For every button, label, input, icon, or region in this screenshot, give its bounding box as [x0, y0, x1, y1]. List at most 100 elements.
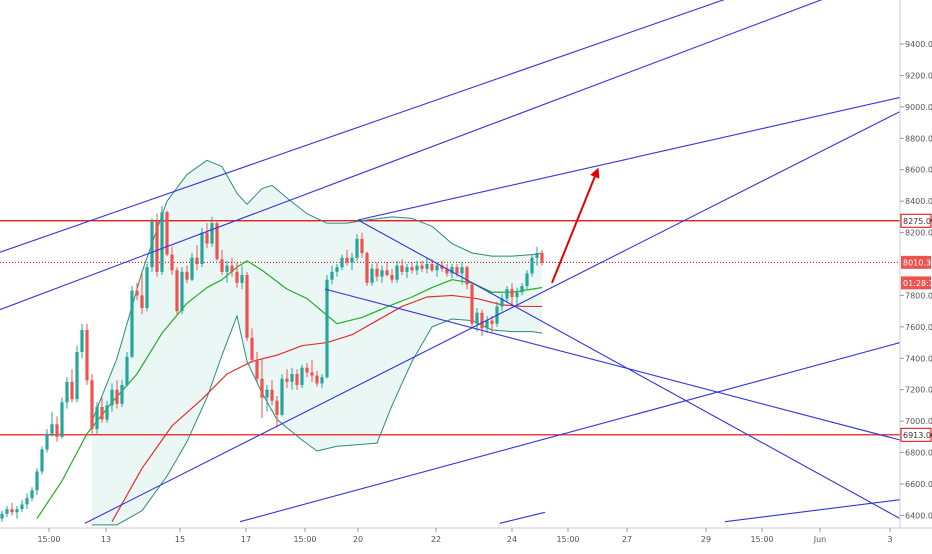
- candle[interactable]: [10, 502, 14, 516]
- candle[interactable]: [80, 323, 84, 359]
- candle[interactable]: [155, 213, 159, 277]
- candle[interactable]: [245, 271, 249, 341]
- candle[interactable]: [270, 380, 274, 406]
- candle[interactable]: [210, 216, 214, 247]
- candle[interactable]: [520, 282, 524, 296]
- candle[interactable]: [465, 265, 469, 290]
- candle[interactable]: [15, 506, 19, 519]
- candle[interactable]: [190, 253, 194, 282]
- trendline[interactable]: [324, 288, 901, 441]
- candle[interactable]: [420, 260, 424, 272]
- candle[interactable]: [400, 259, 404, 275]
- candle[interactable]: [170, 246, 174, 275]
- candle[interactable]: [535, 246, 539, 266]
- candle[interactable]: [530, 254, 534, 277]
- candle[interactable]: [165, 210, 169, 257]
- projection-arrow-line[interactable]: [551, 167, 600, 284]
- candle[interactable]: [435, 262, 439, 277]
- candle[interactable]: [325, 275, 329, 379]
- candle[interactable]: [260, 358, 264, 418]
- candle[interactable]: [410, 262, 414, 274]
- candle[interactable]: [320, 374, 324, 389]
- candle[interactable]: [70, 369, 74, 403]
- candle[interactable]: [490, 315, 494, 334]
- trendline[interactable]: [499, 511, 546, 524]
- candle[interactable]: [100, 397, 104, 423]
- candle[interactable]: [340, 254, 344, 271]
- candle[interactable]: [380, 265, 384, 283]
- candle[interactable]: [415, 260, 419, 275]
- candle[interactable]: [290, 367, 294, 390]
- candle[interactable]: [150, 218, 154, 272]
- trendline[interactable]: [0, 0, 750, 253]
- candle[interactable]: [395, 260, 399, 283]
- candle[interactable]: [220, 249, 224, 275]
- projection-arrow[interactable]: [551, 167, 600, 284]
- candle[interactable]: [110, 383, 114, 412]
- candle[interactable]: [140, 273, 144, 315]
- candle[interactable]: [175, 267, 179, 315]
- candle[interactable]: [160, 205, 164, 275]
- candle[interactable]: [390, 268, 394, 283]
- candle[interactable]: [370, 264, 374, 286]
- candle[interactable]: [315, 370, 319, 387]
- candle[interactable]: [45, 429, 49, 453]
- candle[interactable]: [125, 352, 129, 387]
- candle[interactable]: [20, 499, 24, 513]
- candle[interactable]: [295, 369, 299, 390]
- trendline[interactable]: [357, 96, 901, 221]
- candle[interactable]: [385, 262, 389, 277]
- candle[interactable]: [330, 265, 334, 285]
- candle[interactable]: [525, 270, 529, 290]
- candle[interactable]: [230, 257, 234, 277]
- trendline[interactable]: [724, 499, 901, 523]
- trendline[interactable]: [239, 342, 901, 523]
- trendline[interactable]: [0, 0, 900, 311]
- candle[interactable]: [485, 315, 489, 334]
- candle[interactable]: [55, 416, 59, 442]
- candle[interactable]: [215, 220, 219, 261]
- candle[interactable]: [300, 364, 304, 389]
- candle[interactable]: [335, 264, 339, 277]
- candle[interactable]: [235, 262, 239, 288]
- candle[interactable]: [200, 227, 204, 268]
- candle[interactable]: [460, 262, 464, 285]
- candle[interactable]: [40, 446, 44, 475]
- candle[interactable]: [305, 363, 309, 378]
- candle[interactable]: [90, 374, 94, 434]
- candle[interactable]: [85, 323, 89, 385]
- candle[interactable]: [310, 359, 314, 382]
- trendline[interactable]: [84, 111, 901, 524]
- candle[interactable]: [205, 223, 209, 249]
- candle[interactable]: [130, 286, 134, 359]
- candle[interactable]: [280, 374, 284, 417]
- candle[interactable]: [515, 287, 519, 305]
- candle[interactable]: [510, 282, 514, 305]
- candle[interactable]: [135, 282, 139, 301]
- candle[interactable]: [240, 265, 244, 290]
- candle[interactable]: [355, 234, 359, 261]
- candle[interactable]: [405, 264, 409, 279]
- price-axis[interactable]: 9400.00 9200.00 9000.00 8800.00 8600.00 8400.…: [899, 0, 932, 550]
- candle[interactable]: [285, 369, 289, 389]
- trendline[interactable]: [357, 219, 901, 520]
- candle[interactable]: [105, 400, 109, 423]
- candle[interactable]: [500, 293, 504, 312]
- candle[interactable]: [180, 267, 184, 315]
- candle[interactable]: [470, 282, 474, 329]
- candle[interactable]: [445, 264, 449, 277]
- candle[interactable]: [120, 380, 124, 407]
- candle[interactable]: [115, 380, 119, 409]
- candle[interactable]: [505, 286, 509, 302]
- candle[interactable]: [450, 264, 454, 279]
- candle[interactable]: [275, 396, 279, 428]
- candle[interactable]: [345, 249, 349, 266]
- candle[interactable]: [350, 253, 354, 271]
- candle[interactable]: [475, 308, 479, 332]
- trendlines[interactable]: [0, 0, 901, 524]
- candle[interactable]: [50, 411, 54, 437]
- candle[interactable]: [75, 345, 79, 403]
- candle[interactable]: [360, 232, 364, 258]
